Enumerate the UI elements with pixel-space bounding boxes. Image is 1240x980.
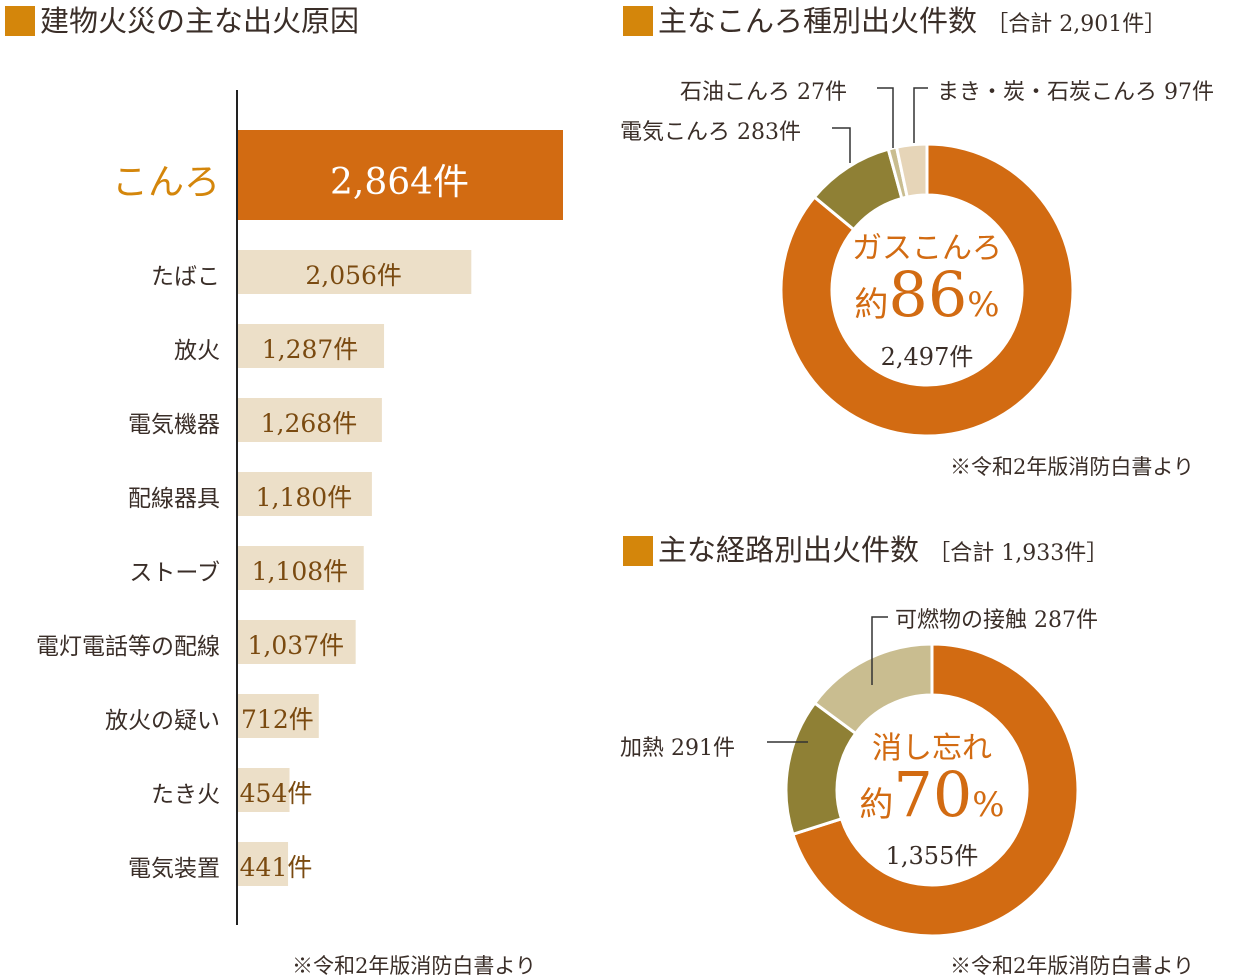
leader-line xyxy=(913,87,928,143)
bar-category-label: たばこ xyxy=(151,264,220,290)
bar xyxy=(238,768,290,812)
leader-line xyxy=(832,127,851,163)
donut-slice xyxy=(790,642,1080,938)
center-name-forgot: 消し忘れ xyxy=(872,731,992,766)
slice-label-heating: 加熱 291件 xyxy=(620,736,735,761)
bar-value-label: 1,268件 xyxy=(260,409,358,438)
bar xyxy=(238,546,364,590)
center-pct-forgot: 約70% xyxy=(832,758,1032,831)
pct-value: 70 xyxy=(893,758,973,831)
donut1-title: 主なこんろ種別出火件数 ［合計 2,901件］ xyxy=(658,4,1166,42)
center-pct-gas: 約86% xyxy=(827,258,1027,331)
title-marker xyxy=(623,6,653,36)
bar xyxy=(238,694,319,738)
bar-value-label: 2,056件 xyxy=(305,261,402,290)
center-count-gas: 2,497件 xyxy=(880,343,974,371)
center-count-forgot: 1,355件 xyxy=(885,842,979,870)
slice-label-oil: 石油こんろ 27件 xyxy=(680,80,847,105)
donut-slice xyxy=(779,142,1075,438)
source-note: ※令和2年版消防白書より xyxy=(950,954,1194,978)
pct-unit: % xyxy=(972,785,1005,825)
donut-slice xyxy=(894,142,929,199)
bar xyxy=(238,472,372,516)
bar-value-label: 441件 xyxy=(239,853,313,882)
donut1-title-text: 主なこんろ種別出火件数 xyxy=(658,4,978,38)
bar-value-label: 1,108件 xyxy=(251,557,349,586)
donut1-total: ［合計 2,901件］ xyxy=(986,12,1167,37)
pct-prefix: 約 xyxy=(859,785,894,825)
pct-unit: % xyxy=(967,285,1000,325)
bar-category-label: 放火の疑い xyxy=(105,708,220,734)
bar-category-label: 電気装置 xyxy=(128,856,220,882)
title-marker xyxy=(623,536,653,566)
bar-chart-title: 建物火災の主な出火原因 xyxy=(40,4,360,38)
slice-label-combustible: 可燃物の接触 287件 xyxy=(895,608,1098,633)
donut2-total: ［合計 1,933件］ xyxy=(928,541,1109,566)
bar-category-label: ストーブ xyxy=(129,560,220,586)
leader-line xyxy=(877,87,894,148)
donut-slice xyxy=(812,642,934,736)
bar xyxy=(238,398,382,442)
bar xyxy=(238,130,563,220)
slice-label-electric: 電気こんろ 283件 xyxy=(620,120,801,145)
pct-value: 86 xyxy=(888,258,968,331)
bar-category-label: 配線器具 xyxy=(128,486,220,512)
bar-value-label: 2,864件 xyxy=(329,162,470,203)
bar-value-label: 454件 xyxy=(239,779,313,808)
donut2-title: 主な経路別出火件数 ［合計 1,933件］ xyxy=(658,533,1108,571)
source-note: ※令和2年版消防白書より xyxy=(950,455,1194,479)
bar xyxy=(238,842,289,886)
bar-category-label: こんろ xyxy=(111,162,220,203)
title-marker xyxy=(5,6,35,36)
bar-category-label: 電気機器 xyxy=(128,412,220,438)
source-note: ※令和2年版消防白書より xyxy=(292,954,536,978)
bar-category-label: 電灯電話等の配線 xyxy=(36,634,220,660)
donut2-title-text: 主な経路別出火件数 xyxy=(658,533,920,567)
slice-label-wood: まき・炭・石炭こんろ 97件 xyxy=(937,80,1214,105)
bar-category-label: 放火 xyxy=(174,338,220,364)
bar xyxy=(238,620,356,664)
center-name-gas: ガスこんろ xyxy=(852,231,1002,266)
bar-value-label: 1,180件 xyxy=(255,483,353,512)
bar-value-label: 712件 xyxy=(241,705,314,734)
bar-value-label: 1,037件 xyxy=(247,631,345,660)
bar-value-label: 1,287件 xyxy=(261,335,359,364)
pct-prefix: 約 xyxy=(854,285,889,325)
bar-category-label: たき火 xyxy=(151,782,220,808)
bar xyxy=(238,250,472,294)
bar xyxy=(238,324,385,368)
leader-line xyxy=(871,616,888,685)
